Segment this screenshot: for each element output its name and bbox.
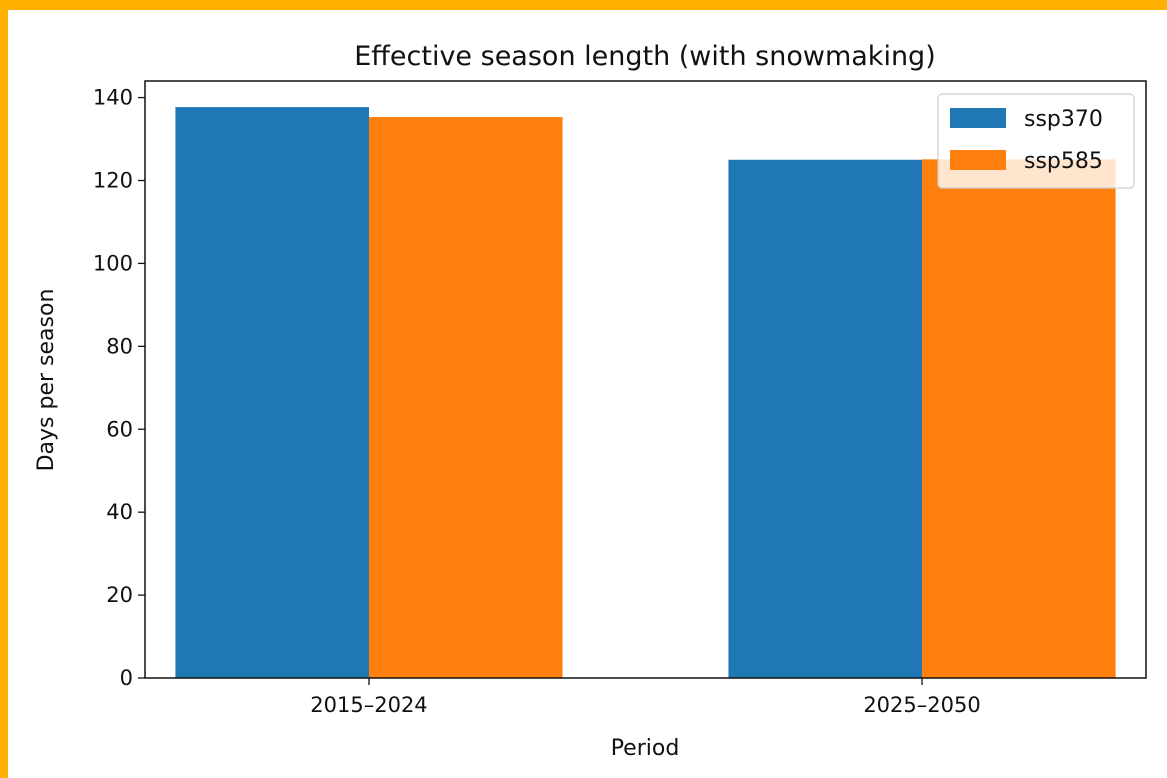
axes-frame <box>144 80 1147 679</box>
legend-label-ssp370: ssp370 <box>1024 107 1103 132</box>
x-axis: 2015–2024 2025–2050 <box>310 678 981 717</box>
chart-frame: Effective season length (with snowmaking… <box>8 10 1167 778</box>
bar-ssp370-1 <box>175 107 369 678</box>
bar-ssp585-2 <box>922 159 1116 678</box>
y-tick-label: 80 <box>106 334 133 358</box>
legend: ssp370 ssp585 <box>937 93 1135 189</box>
x-tick-label: 2025–2050 <box>863 693 980 717</box>
y-tick-label: 100 <box>93 251 133 275</box>
y-tick-label: 40 <box>106 500 133 524</box>
y-tick-label: 120 <box>93 169 133 193</box>
y-tick-label: 0 <box>120 666 133 690</box>
x-axis-title: Period <box>611 736 680 761</box>
bar-ssp585-1 <box>368 117 563 679</box>
y-axis-title: Days per season <box>34 289 59 472</box>
x-tick-label: 2015–2024 <box>310 693 427 717</box>
chart: Effective season length (with snowmaking… <box>34 41 1147 761</box>
bar-ssp370-2 <box>728 159 923 679</box>
y-tick-label: 20 <box>106 583 133 607</box>
chart-title: Effective season length (with snowmaking… <box>354 41 935 72</box>
legend-swatch-ssp585 <box>950 150 1006 170</box>
y-tick-label: 60 <box>106 417 133 441</box>
legend-swatch-ssp370 <box>950 108 1006 128</box>
y-axis: 0 20 40 60 80 100 120 140 <box>93 86 145 690</box>
bars-layer <box>175 107 1116 679</box>
y-tick-label: 140 <box>93 86 133 110</box>
legend-label-ssp585: ssp585 <box>1024 149 1103 174</box>
